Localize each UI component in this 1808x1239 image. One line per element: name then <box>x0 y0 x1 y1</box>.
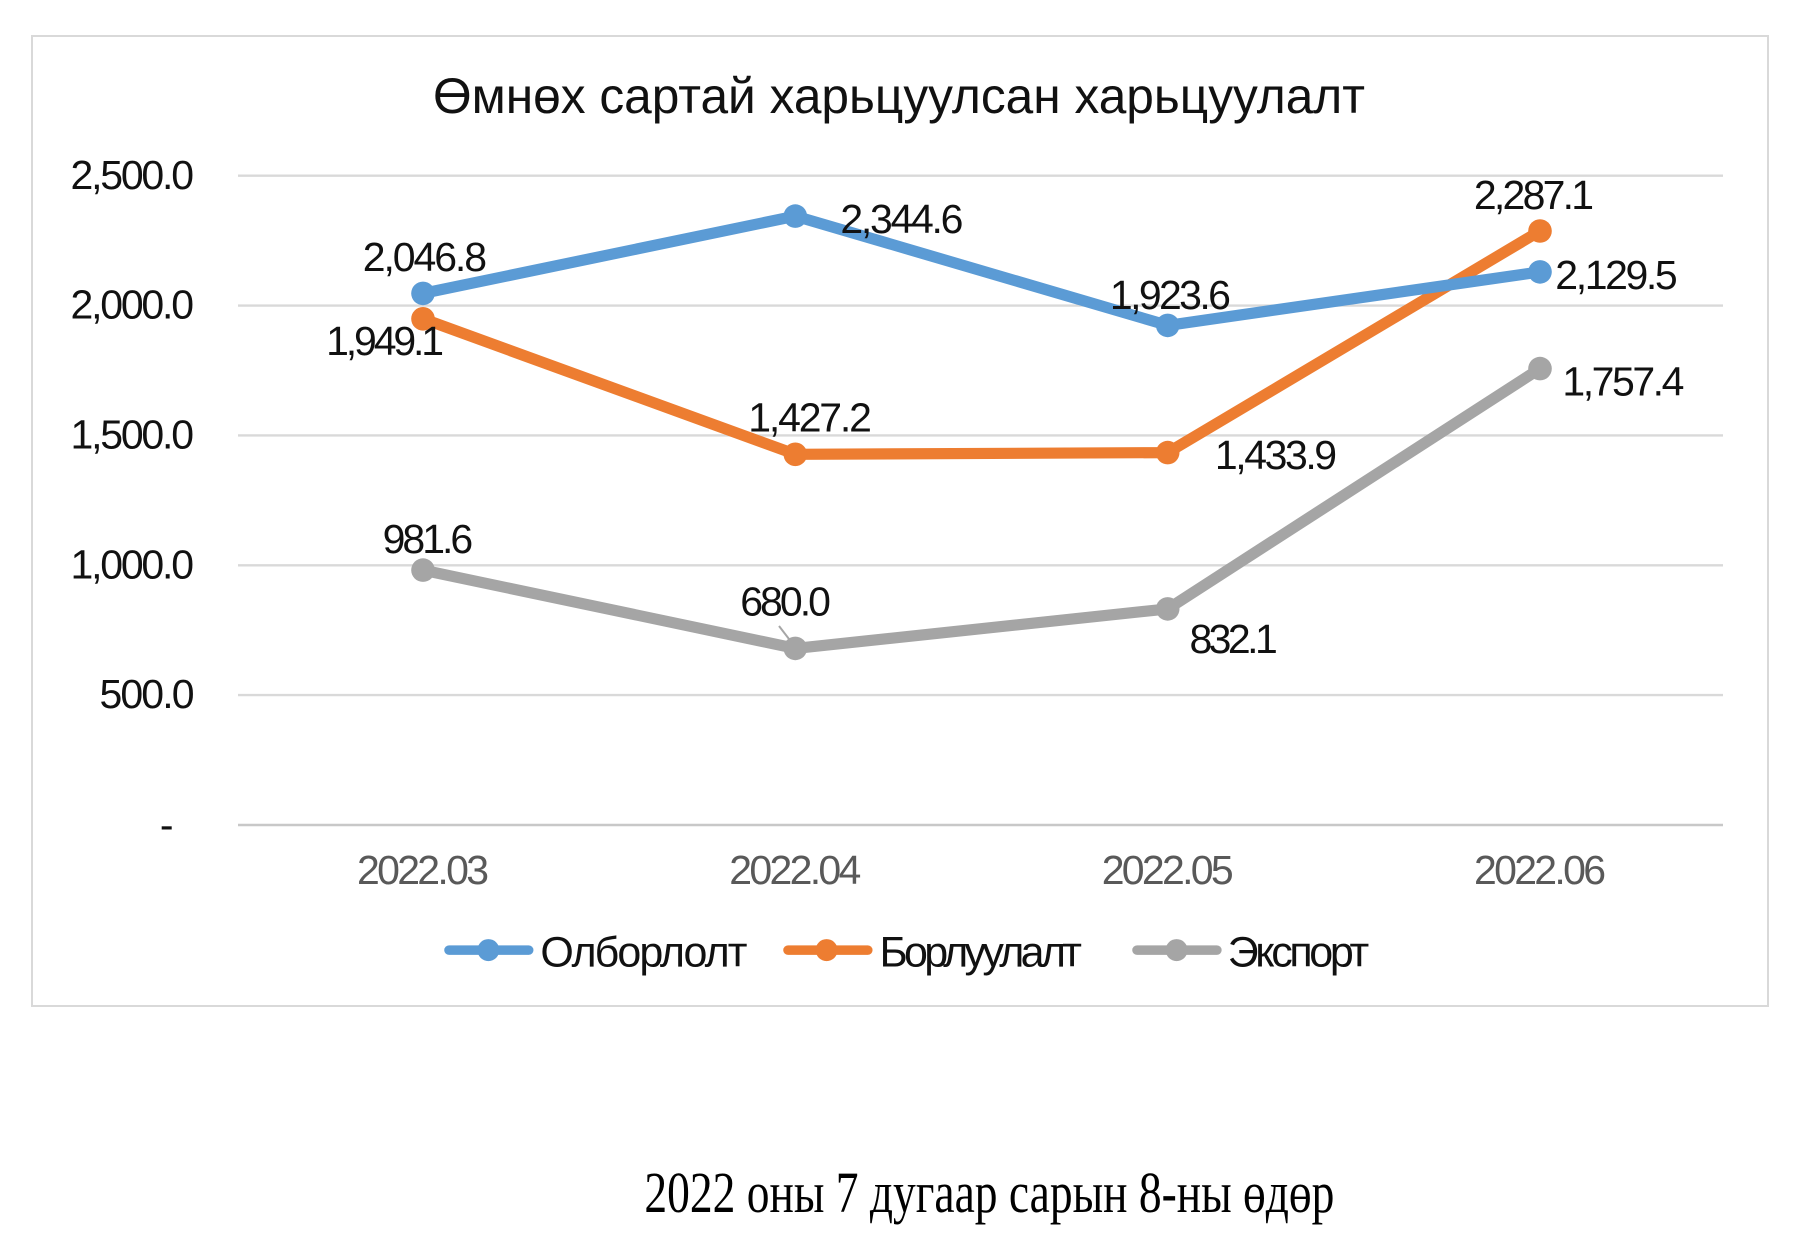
svg-text:1,923.6: 1,923.6 <box>1110 272 1231 318</box>
svg-text:2022.04: 2022.04 <box>729 847 861 893</box>
svg-text:1,427.2: 1,427.2 <box>748 394 872 440</box>
svg-text:Экспорт: Экспорт <box>1228 929 1370 977</box>
svg-text:680.0: 680.0 <box>740 579 831 625</box>
svg-text:2022.06: 2022.06 <box>1474 847 1606 893</box>
svg-text:1,757.4: 1,757.4 <box>1562 358 1684 404</box>
svg-text:832.1: 832.1 <box>1189 616 1277 662</box>
svg-text:981.6: 981.6 <box>383 516 474 562</box>
svg-text:2022 оны 7 дугаар сарын 8-ны ө: 2022 оны 7 дугаар сарын 8-ны өдөр <box>644 1160 1334 1225</box>
svg-text:2,129.5: 2,129.5 <box>1555 252 1677 298</box>
svg-text:2,287.1: 2,287.1 <box>1474 172 1594 218</box>
svg-text:-: - <box>160 802 174 848</box>
svg-text:1,000.0: 1,000.0 <box>71 541 195 587</box>
svg-text:2,500.0: 2,500.0 <box>71 152 195 198</box>
svg-text:2,000.0: 2,000.0 <box>71 282 195 328</box>
svg-text:Олборлолт: Олборлолт <box>540 929 747 977</box>
svg-text:2,344.6: 2,344.6 <box>840 196 963 242</box>
svg-text:500.0: 500.0 <box>100 671 195 717</box>
svg-text:2022.05: 2022.05 <box>1102 847 1234 893</box>
svg-text:2,046.8: 2,046.8 <box>363 234 487 280</box>
svg-text:Өмнөх сартай харьцуулсан харьц: Өмнөх сартай харьцуулсан харьцуулалт <box>433 68 1365 124</box>
svg-text:1,949.1: 1,949.1 <box>326 318 444 364</box>
svg-text:2022.03: 2022.03 <box>357 847 489 893</box>
svg-text:Борлуулалт: Борлуулалт <box>880 929 1083 977</box>
svg-text:1,500.0: 1,500.0 <box>71 412 195 458</box>
svg-text:1,433.9: 1,433.9 <box>1215 432 1337 478</box>
